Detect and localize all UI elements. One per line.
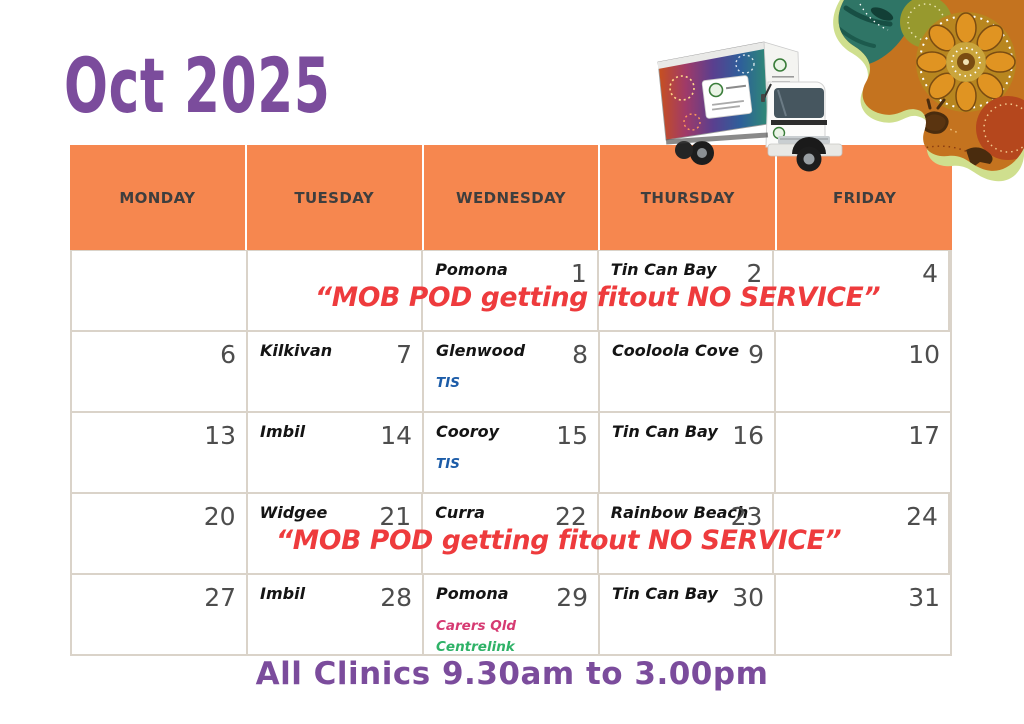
cell-tags: Carers Qld Centrelink <box>436 616 588 658</box>
cell-tag: TIS <box>436 375 460 391</box>
calendar: MONDAY TUESDAY WEDNESDAY THURSDAY FRIDAY Pom… <box>70 145 952 656</box>
calendar-cell: Imbil 14 <box>248 413 424 492</box>
cell-date: 15 <box>556 421 588 450</box>
mobile-clinic-truck-image <box>657 41 843 172</box>
cell-location: Tin Can Bay <box>610 260 717 279</box>
calendar-week-row: 13 Imbil 14 Cooroy 15 TIS Tin Can Bay 16 17 <box>72 413 950 494</box>
calendar-cell: Tin Can Bay 16 <box>600 413 776 492</box>
calendar-cell: 24 <box>774 494 950 573</box>
cell-date: 31 <box>908 583 940 612</box>
cell-date: 2 <box>746 259 763 288</box>
calendar-cell <box>72 251 248 330</box>
cell-location: Cooloola Cove <box>612 341 740 360</box>
cell-location: Imbil <box>260 422 306 441</box>
cell-date: 8 <box>572 340 588 369</box>
day-header-friday: FRIDAY <box>832 188 897 207</box>
cell-location: Cooroy <box>436 422 500 441</box>
calendar-cell: Glenwood 8 TIS <box>424 332 600 411</box>
calendar-cell: Pomona 1 <box>423 251 599 330</box>
day-header-thursday: THURSDAY <box>600 145 778 250</box>
cell-location: Pomona <box>435 260 508 279</box>
calendar-cell: 20 <box>72 494 248 573</box>
calendar-cell: Tin Can Bay 30 <box>600 575 776 654</box>
cell-date: 10 <box>908 340 940 369</box>
cell-date: 13 <box>204 421 236 450</box>
calendar-cell: 6 <box>72 332 248 411</box>
calendar-cell: 31 <box>776 575 950 654</box>
cell-location: Tin Can Bay <box>612 584 718 603</box>
cell-date: 9 <box>748 340 764 369</box>
cell-date: 7 <box>396 340 412 369</box>
day-header-wednesday: WEDNESDAY <box>424 145 601 250</box>
cell-tags: TIS <box>436 373 588 394</box>
calendar-week-row: 27 Imbil 28 Pomona 29 Carers Qld Centrelink Tin… <box>72 575 950 655</box>
calendar-cell: Widgee 21 <box>248 494 424 573</box>
cell-tag: TIS <box>436 456 460 472</box>
cell-location: Pomona <box>436 584 509 603</box>
cell-date: 21 <box>379 502 412 531</box>
calendar-cell: Pomona 29 Carers Qld Centrelink <box>424 575 600 655</box>
calendar-cell: Kilkivan 7 <box>248 332 424 411</box>
calendar-cell: 17 <box>776 413 950 492</box>
cell-date: 4 <box>922 259 938 288</box>
calendar-cell: Tin Can Bay 2 <box>599 251 775 330</box>
day-header-tuesday: TUESDAY <box>247 145 424 250</box>
cell-tags: TIS <box>436 454 588 475</box>
cell-date: 22 <box>554 502 587 531</box>
calendar-cell: Cooroy 15 TIS <box>424 413 600 492</box>
cell-location: Imbil <box>260 584 306 603</box>
calendar-cell <box>248 251 424 330</box>
cell-date: 1 <box>570 259 587 288</box>
calendar-cell: Curra 22 <box>423 494 599 573</box>
cell-location: Widgee <box>259 503 328 522</box>
calendar-cell: 4 <box>774 251 950 330</box>
cell-date: 16 <box>732 421 764 450</box>
cell-date: 17 <box>908 421 940 450</box>
calendar-week-row: 6 Kilkivan 7 Glenwood 8 TIS Cooloola Cove 9 10 <box>72 332 950 413</box>
cell-location: Tin Can Bay <box>612 422 718 441</box>
cell-tag: Carers Qld <box>436 618 516 634</box>
day-header-monday: MONDAY <box>70 145 247 250</box>
footer-clinic-hours: All Clinics 9.30am to 3.00pm <box>255 656 769 692</box>
no-service-banner: “MOB POD getting fitout NO SERVICE” <box>315 282 881 313</box>
cell-location: Curra <box>435 503 485 522</box>
calendar-cell: Cooloola Cove 9 <box>600 332 776 411</box>
cell-date: 20 <box>203 502 236 531</box>
calendar-cell: Rainbow Beach 23 <box>599 494 775 573</box>
calendar-cell: 27 <box>72 575 248 654</box>
cell-date: 23 <box>730 502 763 531</box>
cell-date: 30 <box>732 583 764 612</box>
calendar-cell: 10 <box>776 332 950 411</box>
calendar-week-row: Pomona 1 Tin Can Bay 2 4 “MOB POD getting fit… <box>72 251 950 332</box>
cell-date: 29 <box>556 583 588 612</box>
cell-location: Rainbow Beach <box>610 503 749 522</box>
cell-location: Kilkivan <box>260 341 333 360</box>
cell-tag: Centrelink <box>436 638 515 655</box>
no-service-banner: “MOB POD getting fitout NO SERVICE” <box>276 525 842 556</box>
cell-date: 27 <box>204 583 236 612</box>
cell-location: Glenwood <box>436 341 526 360</box>
cell-date: 14 <box>380 421 412 450</box>
calendar-week-row: 20 Widgee 21 Curra 22 Rainbow Beach 23 24 “MOB P… <box>72 494 950 575</box>
calendar-body: Pomona 1 Tin Can Bay 2 4 “MOB POD getting fit… <box>70 250 952 656</box>
calendar-cell: 13 <box>72 413 248 492</box>
cell-date: 6 <box>220 340 236 369</box>
calendar-cell: Imbil 28 <box>248 575 424 654</box>
page-title: Oct 2025 <box>64 41 331 130</box>
cell-date: 28 <box>380 583 412 612</box>
aboriginal-dot-painting-image <box>833 0 1024 182</box>
cell-date: 24 <box>906 502 938 531</box>
